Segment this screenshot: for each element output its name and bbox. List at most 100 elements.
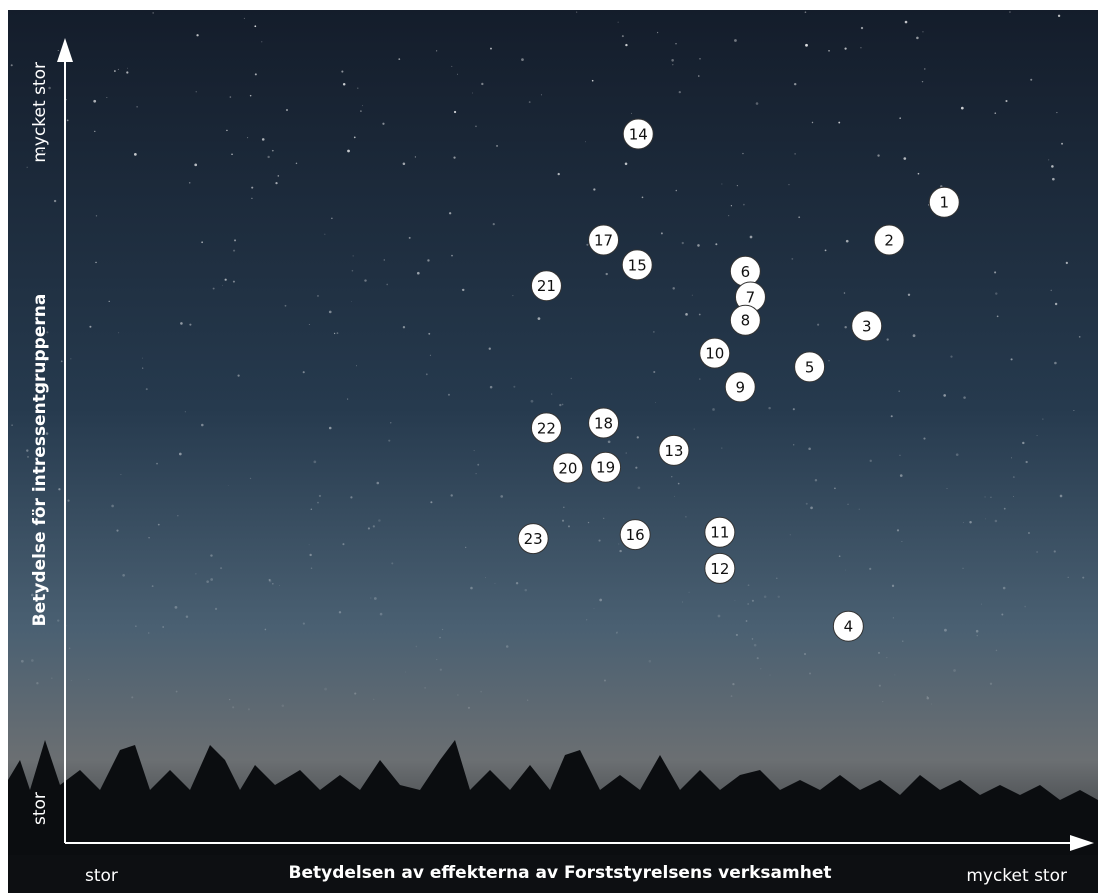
star: [715, 243, 717, 245]
star: [424, 687, 426, 689]
star: [734, 39, 737, 42]
star: [606, 273, 608, 275]
star: [69, 648, 71, 650]
star: [694, 429, 695, 430]
star: [213, 288, 215, 290]
star: [558, 173, 560, 175]
star: [278, 175, 280, 177]
point-label: 6: [741, 263, 751, 281]
star: [985, 518, 986, 519]
star: [990, 497, 991, 498]
star: [351, 301, 352, 302]
star: [847, 504, 848, 505]
star: [844, 48, 846, 50]
star: [489, 348, 491, 350]
star: [317, 502, 319, 504]
star: [364, 279, 366, 281]
star: [362, 105, 363, 106]
point-label: 19: [596, 459, 615, 477]
star: [901, 541, 902, 542]
star: [721, 184, 722, 185]
x-axis-title: Betydelsen av effekterna av Forststyrels…: [289, 863, 832, 883]
star: [251, 198, 252, 199]
star: [676, 190, 678, 192]
star: [453, 157, 455, 159]
star: [226, 130, 227, 131]
star: [1005, 100, 1007, 102]
star: [976, 630, 979, 633]
star: [1028, 532, 1030, 534]
star: [136, 106, 138, 108]
star: [798, 216, 800, 218]
star: [470, 587, 473, 590]
star: [269, 579, 271, 581]
star: [135, 625, 136, 626]
star: [1061, 143, 1063, 145]
star: [1056, 112, 1057, 113]
star: [817, 324, 819, 326]
star: [1050, 290, 1052, 292]
star: [134, 153, 137, 156]
star: [370, 597, 371, 598]
star: [592, 80, 594, 82]
star: [961, 107, 964, 110]
star: [442, 629, 443, 630]
star: [887, 338, 889, 340]
star: [995, 292, 997, 294]
star: [195, 573, 196, 574]
star: [255, 73, 257, 75]
star: [551, 394, 552, 395]
star: [89, 326, 91, 328]
star: [360, 110, 362, 112]
star: [870, 460, 872, 462]
star: [201, 241, 203, 243]
star: [67, 500, 69, 502]
star: [812, 122, 813, 123]
star: [655, 402, 656, 403]
star: [494, 583, 495, 584]
star: [671, 476, 672, 477]
y-axis-title: Betydelse för intressentgrupperna: [30, 294, 50, 627]
star: [969, 521, 971, 523]
star: [186, 616, 188, 618]
star: [475, 126, 477, 128]
star: [653, 331, 654, 332]
point-label: 8: [741, 312, 751, 330]
star: [194, 163, 197, 166]
star: [846, 240, 849, 243]
star: [120, 474, 121, 475]
star: [603, 518, 604, 519]
star: [788, 184, 789, 185]
star: [844, 292, 846, 294]
star: [604, 680, 606, 682]
star: [737, 185, 738, 186]
star: [250, 478, 251, 479]
star: [436, 659, 437, 660]
star: [861, 27, 863, 29]
star: [892, 585, 894, 587]
star: [94, 131, 95, 132]
star: [341, 71, 343, 73]
star: [329, 311, 332, 314]
star: [593, 188, 595, 190]
star: [324, 234, 325, 235]
star: [189, 182, 191, 184]
star: [303, 623, 305, 625]
star: [275, 182, 277, 184]
star: [481, 83, 483, 85]
star: [682, 242, 684, 244]
star: [66, 99, 67, 100]
star: [562, 404, 564, 406]
star: [953, 669, 956, 672]
star: [282, 705, 285, 708]
star: [485, 577, 486, 578]
x-tick-label: stor: [85, 866, 118, 886]
star: [981, 604, 982, 605]
star: [196, 34, 198, 36]
star: [1001, 614, 1003, 616]
star: [391, 562, 393, 564]
star: [114, 70, 116, 72]
star: [674, 496, 675, 497]
star: [790, 534, 791, 535]
star: [1030, 79, 1032, 81]
